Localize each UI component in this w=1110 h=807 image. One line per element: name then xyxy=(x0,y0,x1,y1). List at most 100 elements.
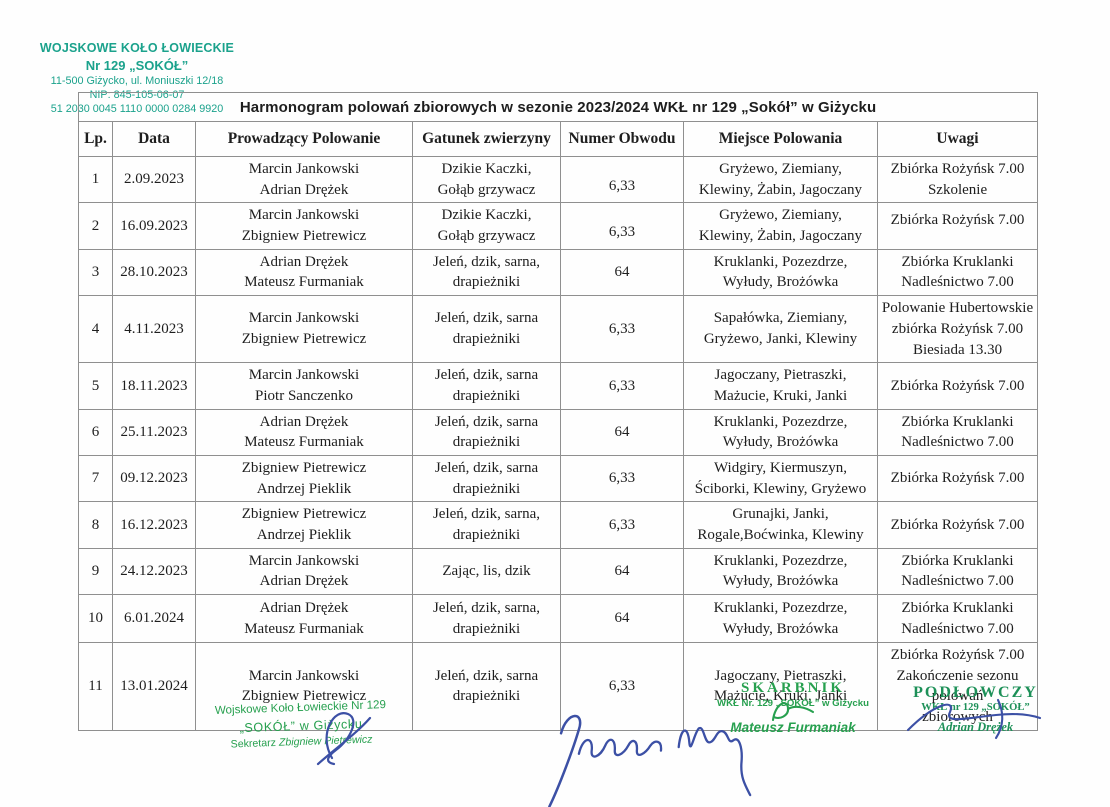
page-title: Harmonogram polowań zbiorowych w sezonie… xyxy=(77,92,1039,122)
cell-lp: 6 xyxy=(78,408,113,456)
cell-species: Jeleń, dzik, sarna, drapieżniki xyxy=(412,594,561,644)
col-header-leaders: Prowadzący Polowanie xyxy=(195,121,413,157)
cell-date: 16.09.2023 xyxy=(112,202,196,250)
table-row: 11 13.01.2024 Marcin Jankowski Zbigniew … xyxy=(78,642,1039,731)
cell-district: 6,33 xyxy=(560,454,684,503)
cell-lp: 7 xyxy=(78,454,113,503)
cell-lp: 2 xyxy=(78,202,113,250)
table-row: 4 4.11.2023 Marcin Jankowski Zbigniew Pi… xyxy=(78,295,1039,364)
cell-leaders: Marcin Jankowski Adrian Drężek xyxy=(195,155,413,204)
table-row: 9 24.12.2023 Marcin Jankowski Adrian Drę… xyxy=(78,547,1039,596)
cell-species: Dzikie Kaczki, Gołąb grzywacz xyxy=(412,155,561,204)
table-row: 2 16.09.2023 Marcin Jankowski Zbigniew P… xyxy=(78,202,1039,250)
cell-leaders: Marcin Jankowski Zbigniew Pietrewicz xyxy=(195,295,413,364)
col-header-species: Gatunek zwierzyny xyxy=(412,121,561,157)
deputy-name: Adrian Drężek xyxy=(937,720,1014,734)
title-row: Harmonogram polowań zbiorowych w sezonie… xyxy=(77,92,1039,122)
cell-notes: Zbiórka Kruklanki Nadleśnictwo 7.00 xyxy=(876,408,1039,456)
cell-district: 6,33 xyxy=(560,295,684,364)
cell-district: 6,33 xyxy=(560,642,684,731)
cell-location: Sapałówka, Ziemiany, Gryżewo, Janki, Kle… xyxy=(683,295,878,364)
table-row: 3 28.10.2023 Adrian Drężek Mateusz Furma… xyxy=(78,248,1039,297)
col-header-location: Miejsce Polowania xyxy=(683,121,878,157)
deputy-ink-signature xyxy=(906,698,1042,740)
cell-date: 13.01.2024 xyxy=(112,642,196,731)
cell-leaders: Marcin Jankowski Piotr Sanczenko xyxy=(195,362,413,410)
table-row: 7 09.12.2023 Zbigniew Pietrewicz Andrzej… xyxy=(78,454,1039,503)
treasurer-name: Mateusz Furmaniak xyxy=(730,720,856,735)
cell-species: Jeleń, dzik, sarna, drapieżniki xyxy=(412,248,561,297)
col-header-district: Numer Obwodu xyxy=(560,121,684,157)
cell-leaders: Marcin Jankowski Zbigniew Pietrewicz xyxy=(195,642,413,731)
header-row: Lp. Data Prowadzący Polowanie Gatunek zw… xyxy=(78,121,1039,157)
cell-date: 16.12.2023 xyxy=(112,501,196,549)
cell-date: 18.11.2023 xyxy=(112,362,196,410)
club-address: 11-500 Giżycko, ul. Moniuszki 12/18 xyxy=(50,74,224,87)
col-header-date: Data xyxy=(112,121,196,157)
club-name: WOJSKOWE KOŁO ŁOWIECKIE xyxy=(39,41,235,55)
treasurer-role: SKARBNIK xyxy=(740,680,846,696)
col-header-notes: Uwagi xyxy=(876,121,1039,157)
cell-notes: Zbiórka Rożyńsk 7.00 xyxy=(876,362,1039,410)
cell-date: 24.12.2023 xyxy=(112,547,196,596)
cell-district: 6,33 xyxy=(560,202,684,250)
secretary-ink-signature xyxy=(316,712,372,766)
cell-species: Jeleń, dzik, sarna drapieżniki xyxy=(412,362,561,410)
cell-species: Jeleń, dzik, sarna drapieżniki xyxy=(412,642,561,731)
hunting-schedule-table: Harmonogram polowań zbiorowych w sezonie… xyxy=(77,92,1039,731)
treasurer-ink-signature xyxy=(771,702,815,722)
cell-notes: Zbiórka Rożyńsk 7.00 Zakończenie sezonu … xyxy=(876,642,1039,731)
cell-notes: Zbiórka Rożyńsk 7.00 Szkolenie xyxy=(876,155,1039,204)
cell-location: Kruklanki, Pozezdrze, Wyłudy, Brożówka xyxy=(683,594,878,644)
cell-lp: 4 xyxy=(78,295,113,364)
cell-lp: 9 xyxy=(78,547,113,596)
cell-species: Jeleń, dzik, sarna drapieżniki xyxy=(412,295,561,364)
secretary-role: Sekretarz xyxy=(230,736,277,751)
cell-date: 2.09.2023 xyxy=(112,155,196,204)
table-row: 8 16.12.2023 Zbigniew Pietrewicz Andrzej… xyxy=(78,501,1039,549)
cell-district: 64 xyxy=(560,248,684,297)
cell-notes: Zbiórka Kruklanki Nadleśnictwo 7.00 xyxy=(876,594,1039,644)
cell-location: Kruklanki, Pozezdrze, Wyłudy, Brożówka xyxy=(683,408,878,456)
deputy-role: PODŁOWCZY xyxy=(913,684,1038,701)
cell-location: Grunajki, Janki, Rogale,Boćwinka, Klewin… xyxy=(683,501,878,549)
cell-district: 64 xyxy=(560,408,684,456)
table-row: 10 6.01.2024 Adrian Drężek Mateusz Furma… xyxy=(78,594,1039,644)
cell-date: 28.10.2023 xyxy=(112,248,196,297)
cell-location: Kruklanki, Pozezdrze, Wyłudy, Brożówka xyxy=(683,547,878,596)
cell-date: 4.11.2023 xyxy=(112,295,196,364)
cell-species: Zając, lis, dzik xyxy=(412,547,561,596)
cell-district: 64 xyxy=(560,594,684,644)
treasurer-stamp: SKARBNIK WKŁ Nr. 129 „SOKÓŁ” w Giżycku M… xyxy=(708,680,878,735)
cell-species: Jeleń, dzik, sarna drapieżniki xyxy=(412,454,561,503)
cell-leaders: Zbigniew Pietrewicz Andrzej Pieklik xyxy=(195,501,413,549)
cell-leaders: Marcin Jankowski Adrian Drężek xyxy=(195,547,413,596)
cell-notes: Zbiórka Rożyńsk 7.00 xyxy=(876,454,1039,503)
cell-leaders: Adrian Drężek Mateusz Furmaniak xyxy=(195,408,413,456)
cell-location: Kruklanki, Pozezdrze, Wyłudy, Brożówka xyxy=(683,248,878,297)
cell-lp: 10 xyxy=(78,594,113,644)
cell-location: Jagoczany, Pietraszki, Mażucie, Kruki, J… xyxy=(683,362,878,410)
cell-lp: 11 xyxy=(78,642,113,731)
cell-date: 6.01.2024 xyxy=(112,594,196,644)
table-row: 1 2.09.2023 Marcin Jankowski Adrian Dręż… xyxy=(78,155,1039,204)
cell-lp: 3 xyxy=(78,248,113,297)
cell-leaders: Adrian Drężek Mateusz Furmaniak xyxy=(195,248,413,297)
cell-location: Gryżewo, Ziemiany, Klewiny, Żabin, Jagoc… xyxy=(683,155,878,204)
table-row: 6 25.11.2023 Adrian Drężek Mateusz Furma… xyxy=(78,408,1039,456)
cell-district: 6,33 xyxy=(560,501,684,549)
cell-lp: 8 xyxy=(78,501,113,549)
cell-location: Widgiry, Kiermuszyn, Ściborki, Klewiny, … xyxy=(683,454,878,503)
cell-district: 6,33 xyxy=(560,155,684,204)
cell-notes: Zbiórka Kruklanki Nadleśnictwo 7.00 xyxy=(876,248,1039,297)
cell-lp: 1 xyxy=(78,155,113,204)
cell-lp: 5 xyxy=(78,362,113,410)
deputy-stamp: PODŁOWCZY WKŁ nr 129 „SOKÓŁ” Adrian Dręż… xyxy=(898,684,1053,735)
cell-date: 25.11.2023 xyxy=(112,408,196,456)
cell-species: Dzikie Kaczki, Gołąb grzywacz xyxy=(412,202,561,250)
cell-notes: Zbiórka Rożyńsk 7.00 xyxy=(876,501,1039,549)
cell-species: Jeleń, dzik, sarna drapieżniki xyxy=(412,408,561,456)
cell-location: Gryżewo, Ziemiany, Klewiny, Żabin, Jagoc… xyxy=(683,202,878,250)
cell-leaders: Marcin Jankowski Zbigniew Pietrewicz xyxy=(195,202,413,250)
